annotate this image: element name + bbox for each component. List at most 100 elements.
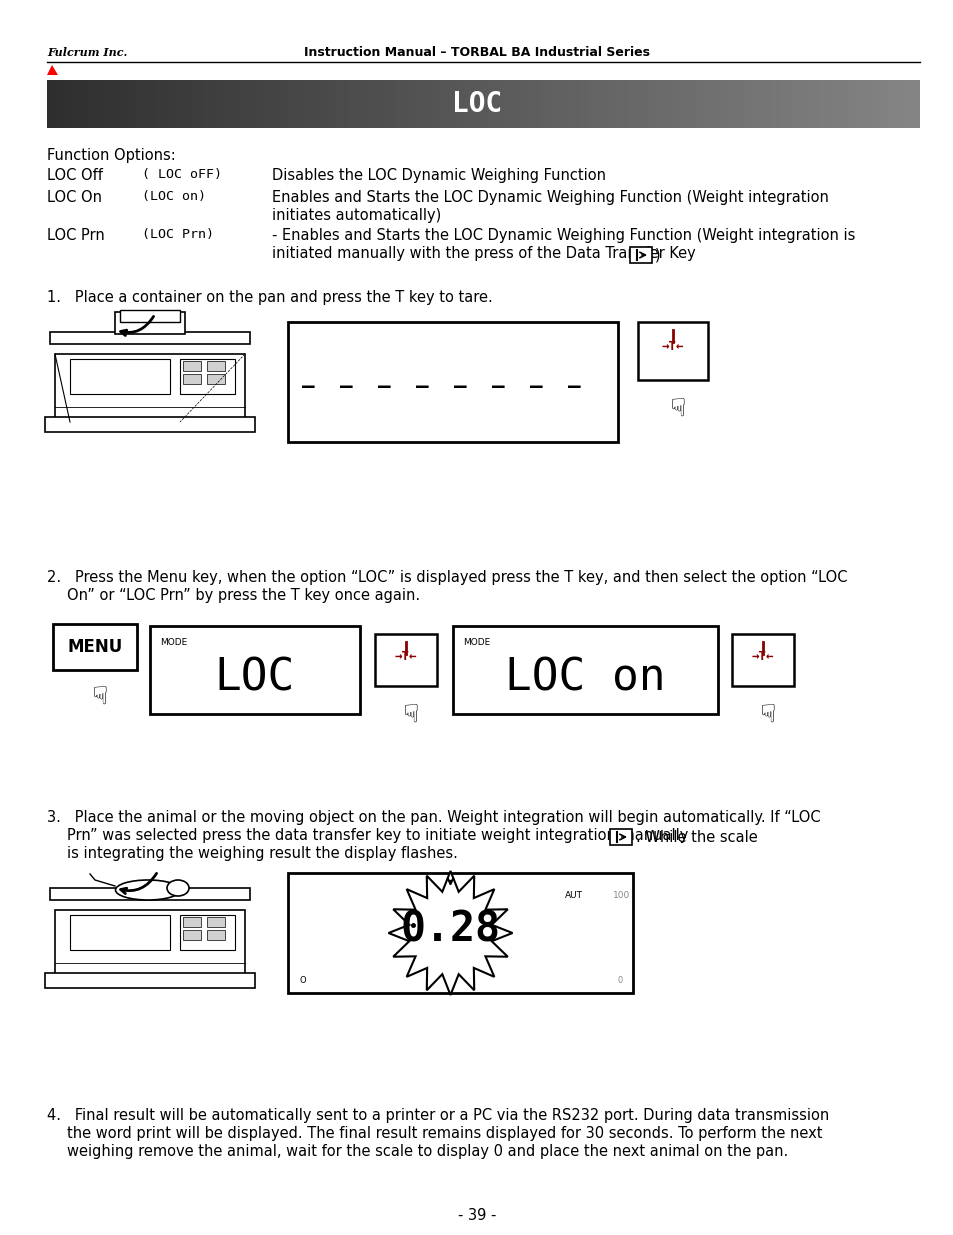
Text: AUT: AUT [564, 890, 582, 900]
Bar [658, 80, 661, 128]
Text: Prn” was selected press the data transfer key to initiate weight integration man: Prn” was selected press the data transfe… [67, 827, 688, 844]
Text: On” or “LOC Prn” by press the T key once again.: On” or “LOC Prn” by press the T key once… [67, 588, 419, 603]
Bar [509, 80, 514, 128]
Bar [710, 80, 714, 128]
Bar [183, 930, 201, 940]
Bar [348, 80, 353, 128]
Text: ☞: ☞ [394, 703, 417, 725]
Text: 3.   Place the animal or the moving object on the pan. Weight integration will b: 3. Place the animal or the moving object… [47, 810, 820, 825]
Bar [780, 80, 784, 128]
Text: MENU: MENU [68, 638, 123, 656]
Bar [73, 80, 77, 128]
Bar [749, 80, 753, 128]
Bar [120, 310, 180, 322]
Bar [209, 80, 213, 128]
Bar [553, 80, 558, 128]
Text: (LOC on): (LOC on) [142, 190, 206, 203]
Text: is integrating the weighing result the display flashes.: is integrating the weighing result the d… [67, 846, 457, 861]
Bar [444, 80, 448, 128]
Bar [248, 80, 252, 128]
Bar [404, 80, 409, 128]
Bar [104, 80, 108, 128]
Text: 100: 100 [613, 890, 630, 900]
Bar [819, 80, 823, 128]
Text: LOC On: LOC On [47, 190, 102, 205]
Bar [395, 80, 400, 128]
Polygon shape [388, 871, 512, 995]
Bar [204, 80, 209, 128]
Bar [801, 80, 805, 128]
Text: ☞: ☞ [660, 396, 684, 419]
Bar [771, 80, 775, 128]
Bar [514, 80, 517, 128]
Text: LOC: LOC [214, 657, 294, 699]
Bar [727, 80, 732, 128]
Bar [561, 80, 566, 128]
Bar [291, 80, 295, 128]
Bar [400, 80, 404, 128]
Bar [239, 80, 243, 128]
Bar [649, 80, 653, 128]
Bar [766, 80, 771, 128]
Bar [234, 80, 239, 128]
Text: —: — [491, 377, 504, 396]
Bar [207, 918, 225, 927]
Bar [199, 80, 204, 128]
Bar [300, 80, 304, 128]
Bar [169, 80, 173, 128]
Bar [50, 888, 250, 900]
Bar [517, 80, 522, 128]
Bar [207, 374, 225, 384]
Bar [108, 80, 112, 128]
Bar [183, 361, 201, 370]
Bar [60, 80, 65, 128]
Bar [422, 80, 426, 128]
Text: O: O [299, 976, 306, 986]
Bar [753, 80, 758, 128]
Bar [243, 80, 248, 128]
Bar [295, 80, 300, 128]
Bar [823, 80, 827, 128]
Bar [82, 80, 86, 128]
Bar [793, 80, 797, 128]
Bar [115, 312, 185, 333]
Bar [252, 80, 256, 128]
Bar [461, 80, 466, 128]
Bar [322, 80, 326, 128]
Bar [683, 80, 688, 128]
Bar [270, 80, 274, 128]
Bar [69, 80, 73, 128]
Bar [592, 80, 597, 128]
Bar [230, 80, 234, 128]
Bar [134, 80, 138, 128]
Bar [910, 80, 915, 128]
Bar [609, 829, 631, 845]
Bar [871, 80, 876, 128]
Bar [213, 80, 217, 128]
Bar [797, 80, 801, 128]
Bar [326, 80, 331, 128]
Bar [566, 80, 570, 128]
Bar [470, 80, 475, 128]
Ellipse shape [167, 881, 189, 897]
Bar [370, 80, 374, 128]
Text: - Enables and Starts the LOC Dynamic Weighing Function (Weight integration is: - Enables and Starts the LOC Dynamic Wei… [272, 228, 855, 243]
Bar [287, 80, 291, 128]
Bar [497, 80, 500, 128]
Bar [539, 80, 544, 128]
Bar [453, 80, 456, 128]
Text: —: — [339, 377, 352, 396]
Bar [522, 80, 527, 128]
Bar [331, 80, 335, 128]
Bar [152, 80, 156, 128]
Bar [160, 80, 165, 128]
Bar [304, 80, 309, 128]
Text: 0.28: 0.28 [400, 908, 500, 950]
Text: MODE: MODE [160, 638, 187, 647]
Text: initiated manually with the press of the Data Transfer Key: initiated manually with the press of the… [272, 246, 695, 261]
Bar [313, 80, 317, 128]
Bar [453, 626, 718, 714]
Bar [719, 80, 722, 128]
Bar [527, 80, 531, 128]
Bar [180, 359, 234, 394]
